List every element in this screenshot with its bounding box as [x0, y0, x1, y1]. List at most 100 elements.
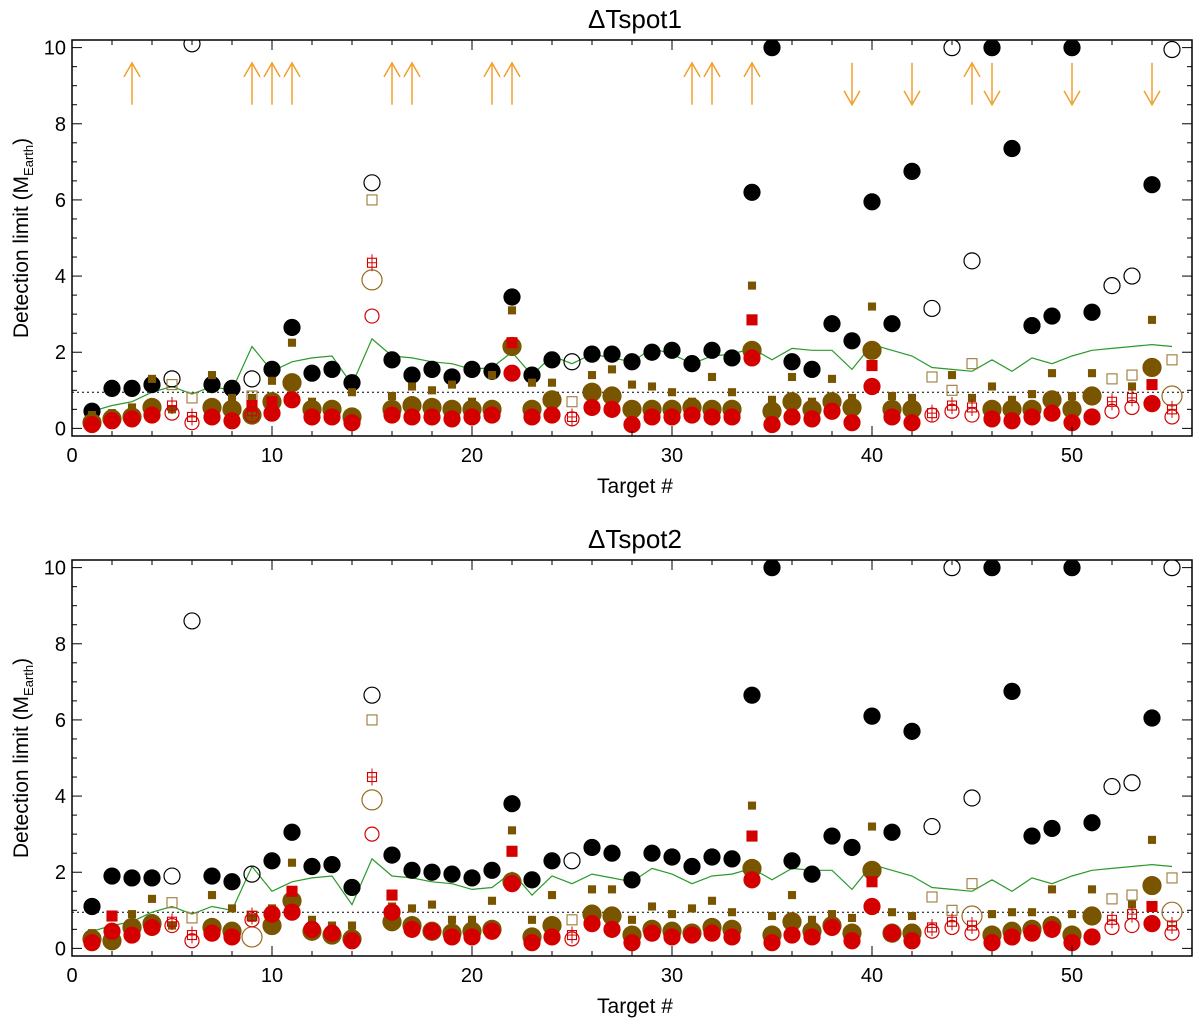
red-filled-circle-point — [263, 905, 281, 923]
red-filled-circle-point — [1003, 412, 1021, 430]
red-small-square-point — [1146, 900, 1158, 913]
plot-clip-group — [72, 40, 1192, 434]
red-filled-circle-point — [703, 408, 721, 426]
arrow-down-marker — [1063, 62, 1081, 107]
brown-open-square-point — [186, 912, 198, 924]
brown-filled-circle-point — [1082, 386, 1102, 406]
y-axis-label-1: Detection limit (MEarth) — [10, 138, 36, 338]
arrow-head — [983, 90, 1001, 107]
arrow-up-marker — [403, 61, 421, 105]
y-tick-label: 2 — [55, 862, 66, 884]
red-filled-circle-point — [503, 875, 521, 893]
y-tick-label: 8 — [55, 114, 66, 136]
arrow-down-marker — [1143, 62, 1161, 107]
arrow-head — [683, 61, 701, 78]
arrow-up-marker — [963, 61, 981, 105]
black-open-point — [163, 867, 181, 885]
black-filled-point — [883, 315, 901, 333]
red-filled-circle-point — [803, 410, 821, 428]
brown-open-circle-point — [241, 926, 263, 948]
black-filled-point — [723, 349, 741, 367]
brown-filled-circle-point — [1142, 357, 1162, 378]
y-tick-label: 6 — [55, 190, 66, 212]
red-filled-circle-point — [863, 377, 881, 396]
red-open-circle-point — [364, 308, 380, 324]
red-small-square-point — [746, 830, 758, 842]
black-filled-point — [123, 379, 141, 398]
arrow-up-marker — [703, 61, 721, 105]
y-tick-label: 0 — [55, 938, 66, 960]
y-axis-label-close-1: ) — [10, 138, 33, 145]
arrow-up-marker — [263, 61, 281, 105]
black-filled-point — [323, 856, 341, 874]
black-filled-point — [983, 40, 1001, 57]
black-filled-point — [483, 861, 501, 879]
black-open-point — [943, 560, 961, 577]
red-filled-circle-point — [1083, 408, 1101, 426]
red-filled-circle-point — [723, 408, 741, 426]
black-filled-point — [583, 345, 601, 363]
brown-open-square-point — [186, 392, 198, 404]
arrow-up-marker — [503, 61, 521, 105]
black-filled-point — [863, 707, 881, 725]
black-filled-point — [883, 823, 901, 841]
black-filled-point — [463, 869, 481, 887]
brown-filled-circle-point — [1082, 906, 1102, 926]
red-filled-circle-point — [1023, 924, 1041, 942]
arrow-head — [243, 61, 261, 78]
arrow-head — [503, 61, 521, 78]
black-open-point — [923, 299, 941, 318]
x-tick-label: 0 — [66, 965, 77, 987]
black-filled-point — [1083, 814, 1101, 832]
brown-open-square-point — [966, 878, 978, 890]
brown-small-square-point — [907, 911, 917, 921]
black-open-point — [963, 252, 981, 270]
red-filled-circle-point — [783, 408, 801, 426]
red-filled-circle-point — [683, 926, 701, 944]
red-small-square-point — [746, 314, 758, 326]
brown-small-square-point — [427, 900, 437, 909]
black-filled-point — [663, 341, 681, 359]
red-filled-circle-point — [283, 391, 301, 409]
red-small-square-point — [1146, 379, 1158, 391]
y-tick-label: 10 — [44, 38, 66, 60]
black-filled-point — [223, 873, 241, 891]
red-filled-circle-point — [523, 408, 541, 426]
red-filled-circle-point — [763, 934, 781, 952]
black-filled-point — [123, 869, 141, 887]
brown-small-square-point — [847, 913, 857, 922]
brown-open-square-point — [366, 714, 378, 726]
black-filled-point — [1003, 139, 1021, 158]
brown-open-square-point — [1126, 889, 1138, 901]
brown-small-square-point — [227, 904, 237, 913]
x-tick-label: 20 — [461, 965, 483, 987]
black-filled-point — [763, 560, 781, 577]
red-filled-circle-point — [1023, 408, 1041, 426]
black-filled-point — [543, 852, 561, 870]
black-filled-point — [743, 183, 761, 201]
black-open-point — [563, 353, 581, 371]
black-filled-point — [823, 315, 841, 333]
brown-small-square-point — [627, 380, 637, 389]
black-filled-point — [783, 353, 801, 371]
brown-small-square-point — [147, 894, 157, 903]
black-filled-point — [803, 865, 821, 883]
red-filled-circle-point — [263, 404, 281, 422]
red-small-square-point — [106, 910, 118, 922]
brown-small-square-point — [527, 378, 537, 387]
red-filled-circle-point — [1043, 404, 1061, 422]
red-filled-circle-point — [783, 926, 801, 944]
red-filled-circle-point — [203, 408, 221, 426]
brown-small-square-point — [747, 801, 757, 810]
brown-filled-circle-point — [782, 392, 802, 412]
brown-small-square-point — [1087, 885, 1097, 894]
red-filled-circle-point — [603, 400, 621, 418]
black-filled-point — [703, 848, 721, 866]
black-filled-point — [663, 848, 681, 866]
arrow-down-marker — [983, 62, 1001, 107]
black-open-point — [363, 174, 381, 192]
brown-small-square-point — [587, 371, 597, 380]
red-filled-circle-point — [1003, 928, 1021, 946]
brown-open-square-point — [1166, 354, 1178, 366]
red-filled-circle-point — [343, 932, 361, 950]
